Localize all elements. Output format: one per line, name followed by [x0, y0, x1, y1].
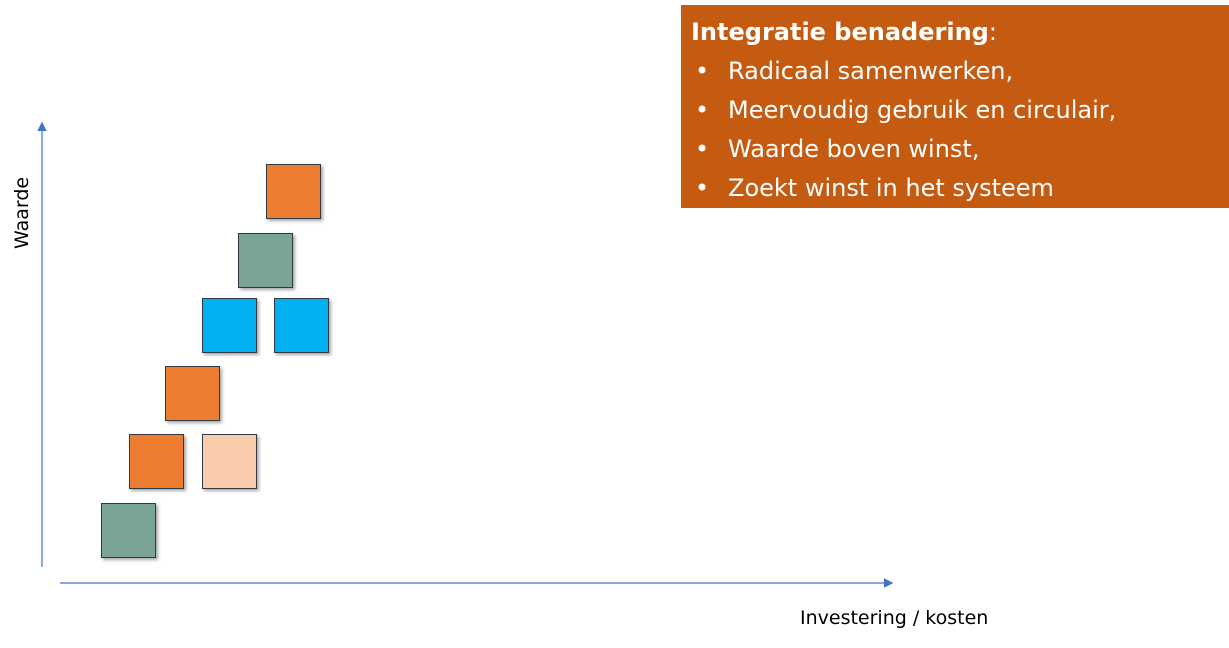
y-axis-label: Waarde [11, 176, 33, 249]
bullet: Zoekt winst in het systeem [691, 169, 1219, 208]
bullet-list: Radicaal samenwerken,Meervoudig gebruik … [691, 52, 1219, 208]
x-axis-label: Investering / kosten [800, 607, 989, 629]
square [238, 233, 293, 288]
square [274, 298, 329, 353]
square [202, 434, 257, 489]
square [266, 164, 321, 219]
box-title-suffix: : [988, 18, 997, 46]
box-title: Integratie benadering [691, 18, 989, 46]
bullet: Meervoudig gebruik en circulair, [691, 91, 1219, 130]
info-box: Integratie benadering: Radicaal samenwer… [681, 5, 1229, 208]
square [101, 503, 156, 558]
bullet: Waarde boven winst, [691, 130, 1219, 169]
square [129, 434, 184, 489]
box-heading: Integratie benadering: [691, 13, 1219, 52]
bullet: Radicaal samenwerken, [691, 52, 1219, 91]
square [165, 366, 220, 421]
square [202, 298, 257, 353]
